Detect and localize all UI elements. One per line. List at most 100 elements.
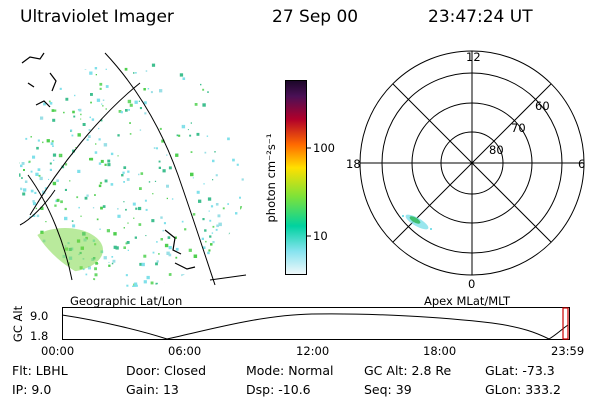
emission-pixel xyxy=(161,139,165,143)
emission-pixel xyxy=(196,190,200,194)
emission-pixel xyxy=(192,278,195,281)
emission-pixel xyxy=(145,208,148,211)
emission-pixel xyxy=(164,243,169,248)
emission-pixel xyxy=(112,259,116,263)
emission-pixel xyxy=(40,49,42,51)
emission-pixel xyxy=(222,283,226,287)
emission-pixel xyxy=(61,282,64,285)
emission-pixel xyxy=(49,46,51,48)
emission-pixel xyxy=(214,280,216,282)
emission-pixel xyxy=(37,139,40,142)
emission-pixel xyxy=(26,280,29,283)
emission-pixel xyxy=(23,83,27,87)
info-seq: Seq: 39 xyxy=(364,382,412,397)
emission-pixel xyxy=(151,219,155,223)
emission-pixel xyxy=(16,107,19,110)
emission-pixel xyxy=(12,105,15,108)
emission-pixel xyxy=(19,232,21,235)
emission-pixel xyxy=(182,125,185,127)
emission-pixel xyxy=(85,273,88,276)
emission-pixel xyxy=(69,180,71,182)
emission-pixel xyxy=(135,72,137,74)
coastline-lines xyxy=(21,52,196,270)
emission-pixel xyxy=(117,208,119,210)
emission-pixel xyxy=(188,248,192,252)
emission-pixel xyxy=(156,241,158,243)
emission-pixel xyxy=(108,261,110,263)
emission-pixel xyxy=(144,199,147,202)
auroral-patch xyxy=(27,228,103,272)
emission-pixel xyxy=(138,206,142,211)
emission-pixel xyxy=(35,80,39,83)
emission-pixel xyxy=(22,192,26,196)
emission-pixel xyxy=(50,286,53,287)
emission-pixel xyxy=(134,282,138,286)
emission-pixel xyxy=(118,110,122,113)
emission-pixel xyxy=(240,206,244,210)
emission-pixel xyxy=(222,264,226,268)
timeline-ytick-9: 9.0 xyxy=(30,309,49,323)
emission-pixel xyxy=(35,207,37,210)
emission-pixel xyxy=(113,245,117,249)
emission-pixel xyxy=(19,258,22,262)
emission-pixel xyxy=(250,258,253,261)
emission-pixel xyxy=(95,74,97,76)
emission-pixel xyxy=(139,262,143,266)
emission-pixel xyxy=(94,194,96,196)
emission-pixel xyxy=(15,263,18,266)
emission-pixel xyxy=(21,162,25,165)
emission-pixel xyxy=(44,187,47,190)
emission-pixel xyxy=(192,213,196,216)
graticule-lines xyxy=(19,52,247,286)
emission-pixel xyxy=(18,172,19,173)
emission-pixel xyxy=(52,153,57,157)
emission-pixel xyxy=(49,281,53,285)
emission-pixel xyxy=(155,282,158,286)
emission-pixel xyxy=(198,199,202,203)
emission-pixel xyxy=(11,206,14,209)
emission-pixel xyxy=(23,217,26,220)
emission-pixel xyxy=(202,246,206,249)
emission-pixel xyxy=(11,171,14,174)
emission-pixel xyxy=(181,274,185,278)
emission-pixel xyxy=(55,199,58,203)
emission-pixel xyxy=(211,232,214,234)
emission-pixel xyxy=(152,251,155,254)
emission-pixel xyxy=(98,162,102,165)
emission-pixel xyxy=(243,226,247,230)
emission-pixel xyxy=(53,159,55,161)
emission-pixel xyxy=(208,275,212,278)
emission-pixel xyxy=(11,189,14,192)
emission-pixel xyxy=(102,205,106,208)
emission-pixel xyxy=(28,160,31,163)
emission-pixel xyxy=(48,288,50,290)
emission-pixel xyxy=(202,103,206,107)
emission-pixel xyxy=(168,166,172,170)
emission-pixel xyxy=(140,172,144,175)
emission-pixel xyxy=(30,268,32,270)
emission-pixel xyxy=(57,290,60,293)
emission-pixel xyxy=(111,256,114,258)
emission-pixel xyxy=(208,210,210,212)
emission-pixel xyxy=(100,206,103,210)
emission-pixel xyxy=(143,101,147,105)
emission-pixel xyxy=(39,176,43,181)
emission-pixel xyxy=(19,257,21,261)
mlt-label-0: 0 xyxy=(468,277,476,291)
emission-pixel xyxy=(205,273,209,277)
emission-pixel xyxy=(31,273,33,276)
emission-pixel xyxy=(162,169,166,173)
emission-pixel xyxy=(159,127,162,130)
emission-pixel xyxy=(146,275,150,280)
emission-pixel xyxy=(49,102,53,105)
emission-pixel xyxy=(48,178,50,180)
emission-pixel xyxy=(205,240,207,243)
emission-pixel xyxy=(33,262,37,266)
emission-pixel xyxy=(90,101,92,104)
emission-pixel xyxy=(190,122,192,124)
emission-pixel xyxy=(70,129,73,132)
emission-pixel xyxy=(20,238,22,240)
emission-pixel xyxy=(145,235,147,237)
emission-pixel xyxy=(87,266,91,270)
emission-pixel xyxy=(60,200,63,204)
